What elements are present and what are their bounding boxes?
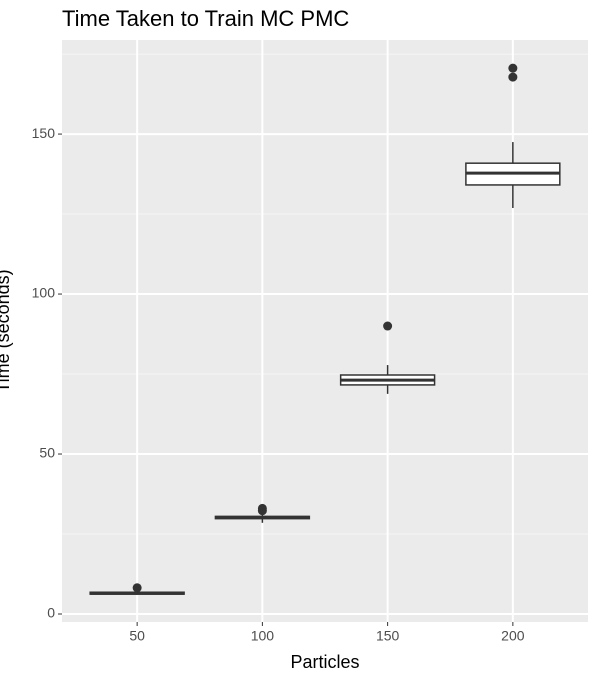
x-tick-label: 100 bbox=[251, 628, 275, 644]
outlier bbox=[508, 63, 518, 73]
outlier bbox=[257, 506, 267, 516]
outlier bbox=[132, 583, 142, 593]
x-tick-label: 50 bbox=[129, 628, 145, 644]
outlier bbox=[383, 321, 393, 331]
panel bbox=[62, 40, 588, 622]
x-tick-label: 150 bbox=[376, 628, 400, 644]
x-axis-title: Particles bbox=[290, 652, 359, 672]
outlier bbox=[508, 72, 518, 82]
x-tick-label: 200 bbox=[501, 628, 525, 644]
y-tick-label: 0 bbox=[47, 605, 55, 621]
y-axis-title: Time (seconds) bbox=[0, 269, 13, 392]
chart-title: Time Taken to Train MC PMC bbox=[62, 6, 349, 31]
y-tick-label: 50 bbox=[39, 445, 55, 461]
y-tick-label: 100 bbox=[32, 285, 56, 301]
y-tick-label: 150 bbox=[32, 125, 56, 141]
